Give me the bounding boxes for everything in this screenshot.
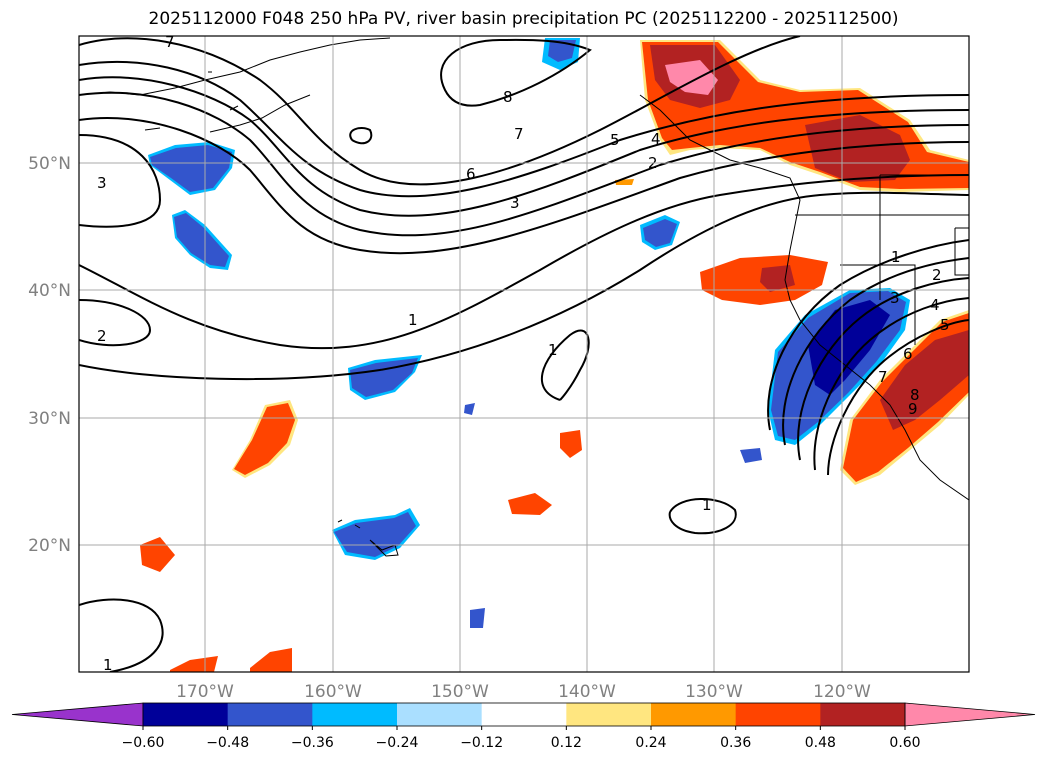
lat-label: 40°N xyxy=(28,281,71,301)
contour-label: 1 xyxy=(548,341,558,359)
contour-label: 8 xyxy=(910,386,920,404)
contour-label: 7 xyxy=(878,368,888,386)
colorbar-tick-label: −0.24 xyxy=(376,735,419,751)
lon-label: 130°W xyxy=(685,682,743,702)
map-title: 2025112000 F048 250 hPa PV, river basin … xyxy=(148,9,899,29)
colorbar-segment xyxy=(143,703,229,726)
contour-label: 3 xyxy=(97,174,107,192)
colorbar-extension-low xyxy=(11,702,144,727)
colorbar-segment xyxy=(227,703,313,726)
contour-label: 1 xyxy=(891,248,901,266)
contour-label: 8 xyxy=(503,88,513,106)
pv-contours xyxy=(79,36,969,672)
colorbar: −0.60 −0.48 −0.36 −0.24 −0.12 0.12 0.24 0.36 0.4… xyxy=(11,702,1036,751)
contour-label: 6 xyxy=(903,345,913,363)
colorbar-segment xyxy=(566,703,652,726)
colorbar-segment xyxy=(397,703,483,726)
lat-label: 30°N xyxy=(28,409,71,429)
contour-label: 1 xyxy=(702,496,712,514)
contour-label: 5 xyxy=(610,131,620,149)
colorbar-tick-label: 0.48 xyxy=(805,735,836,751)
colorbar-tick-label: 0.36 xyxy=(720,735,751,751)
colorbar-tick-label: 0.24 xyxy=(635,735,666,751)
contour-label: 4 xyxy=(930,296,940,314)
contour-label: 6 xyxy=(466,165,476,183)
colorbar-tick-label: 0.60 xyxy=(889,735,920,751)
map-frame xyxy=(78,35,970,673)
contour-label: 3 xyxy=(510,194,520,212)
contour-label-layer: 7 8 7 6 5 4 3 2 1 3 2 1 1 1 1 2 3 4 5 6 … xyxy=(97,33,950,674)
lat-label: 20°N xyxy=(28,536,71,556)
colorbar-extension-high xyxy=(904,702,1036,727)
lat-label: 50°N xyxy=(28,154,71,174)
contour-label: 4 xyxy=(651,130,661,148)
colorbar-tick-label: −0.48 xyxy=(206,735,249,751)
contour-label: 2 xyxy=(932,266,942,284)
contour-label: 9 xyxy=(908,400,918,418)
colorbar-frame xyxy=(142,702,906,727)
latitude-labels: 50°N 40°N 30°N 20°N xyxy=(28,154,71,556)
lon-label: 120°W xyxy=(813,682,871,702)
lon-label: 150°W xyxy=(431,682,489,702)
colorbar-tick-label: −0.60 xyxy=(122,735,165,751)
contour-label: 7 xyxy=(165,33,175,51)
contour-label: 7 xyxy=(514,125,524,143)
lon-label: 140°W xyxy=(558,682,616,702)
lon-label: 160°W xyxy=(304,682,362,702)
contour-label: 1 xyxy=(103,656,113,674)
colorbar-tick-label: −0.36 xyxy=(291,735,334,751)
colorbar-tick-label: −0.12 xyxy=(460,735,503,751)
contour-label: 2 xyxy=(97,327,107,345)
graticule xyxy=(79,36,969,672)
colorbar-segment xyxy=(651,703,737,726)
contour-label: 1 xyxy=(408,311,418,329)
contour-label: 5 xyxy=(940,316,950,334)
colorbar-segment xyxy=(735,703,821,726)
contour-label: 3 xyxy=(890,289,900,307)
colorbar-segment xyxy=(820,703,906,726)
colorbar-segment xyxy=(312,703,398,726)
longitude-labels: 170°W 160°W 150°W 140°W 130°W 120°W xyxy=(176,682,871,702)
colorbar-tick-label: 0.12 xyxy=(551,735,582,751)
colorbar-segment xyxy=(481,703,567,726)
lon-label: 170°W xyxy=(176,682,234,702)
